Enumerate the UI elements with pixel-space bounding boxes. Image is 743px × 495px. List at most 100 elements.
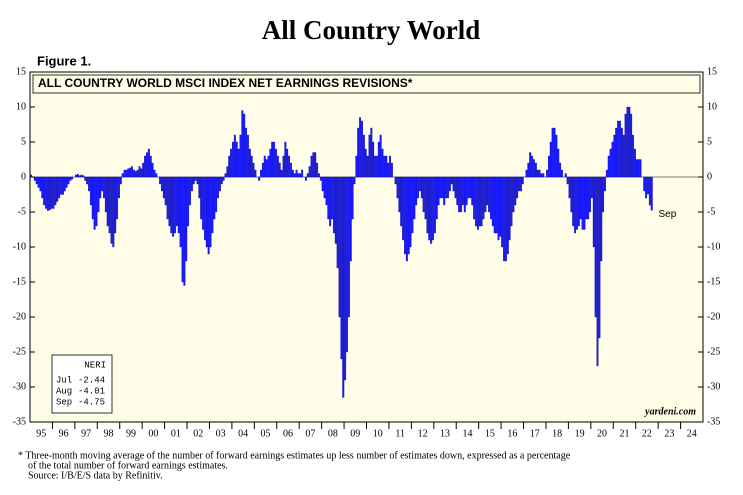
bar [86, 176, 89, 185]
bar [398, 176, 401, 213]
bar [493, 176, 496, 234]
bar [615, 127, 618, 178]
x-tick-label: 21 [619, 428, 629, 439]
bar [467, 176, 470, 199]
bar [33, 176, 36, 181]
y2-tick-label: -35 [707, 416, 720, 427]
bar [129, 167, 132, 178]
bar [224, 173, 227, 178]
bar [561, 169, 563, 178]
bar [418, 176, 421, 192]
bar [405, 176, 408, 262]
bar [549, 141, 552, 178]
y-tick-label: -20 [13, 311, 26, 322]
bar [592, 176, 595, 248]
y2-tick-label: -5 [707, 206, 715, 217]
bar [245, 127, 248, 178]
bar [88, 176, 90, 192]
bar [432, 176, 434, 241]
x-tick-label: 17 [530, 428, 540, 439]
bar [555, 134, 558, 178]
bar [151, 162, 154, 178]
bar [200, 176, 203, 220]
bar [160, 176, 163, 192]
bar [306, 173, 309, 178]
x-tick-label: 07 [305, 428, 315, 439]
bar [39, 176, 42, 192]
bar [314, 152, 317, 178]
bar [476, 176, 479, 230]
bar [400, 176, 403, 227]
bar [323, 176, 326, 199]
bar [149, 155, 152, 178]
bar [30, 174, 33, 178]
y2-tick-label: 0 [707, 171, 712, 182]
x-tick-label: 14 [462, 428, 472, 439]
bar [301, 169, 304, 178]
bar [329, 176, 332, 227]
bar [484, 176, 487, 213]
bar [334, 176, 337, 244]
bar [78, 175, 81, 178]
bar [192, 176, 195, 185]
bar [136, 169, 139, 178]
bar [269, 148, 272, 178]
bar [353, 176, 356, 185]
bar [409, 176, 412, 248]
bar [473, 176, 476, 220]
neri-row-label: Aug [56, 386, 72, 396]
bar [183, 176, 186, 286]
bar [346, 176, 348, 353]
subtitle-box [32, 74, 701, 94]
neri-row-label: Jul [56, 375, 72, 385]
bar [574, 176, 577, 234]
bar [396, 176, 399, 199]
bar [250, 155, 253, 178]
bar [142, 162, 145, 178]
bar [630, 113, 633, 178]
plot-area [29, 71, 704, 423]
bar [503, 176, 505, 262]
bar [52, 176, 55, 209]
bar [589, 176, 591, 213]
bar [375, 155, 378, 178]
bar [43, 176, 46, 206]
bar [402, 176, 405, 241]
bar [648, 176, 651, 206]
bar [54, 176, 57, 206]
bar [650, 176, 653, 211]
bar [598, 176, 601, 339]
bar [626, 106, 629, 178]
bar [41, 176, 44, 199]
bar [379, 134, 382, 178]
bar [295, 169, 298, 178]
bar [254, 169, 257, 178]
bar [338, 176, 341, 318]
x-tick-label: 13 [440, 428, 450, 439]
x-tick-label: 12 [418, 428, 428, 439]
bar [547, 155, 550, 178]
bar [112, 176, 115, 248]
bar [448, 176, 451, 192]
bar [125, 169, 128, 178]
figure-label: Figure 1. [37, 53, 91, 68]
bar [321, 176, 324, 192]
bar [261, 162, 264, 178]
bar [422, 176, 425, 213]
bar [67, 176, 70, 185]
bar [456, 176, 459, 206]
bar [116, 176, 119, 220]
bar [46, 176, 49, 211]
bar [519, 176, 522, 192]
bar [594, 176, 597, 318]
bar [450, 176, 453, 185]
bar [74, 174, 77, 178]
bar [267, 155, 270, 178]
bar [357, 127, 360, 178]
bar [58, 176, 61, 199]
bar [510, 176, 513, 227]
bar [82, 175, 85, 178]
bar [164, 176, 167, 206]
bar [585, 176, 588, 220]
bar [443, 176, 446, 206]
